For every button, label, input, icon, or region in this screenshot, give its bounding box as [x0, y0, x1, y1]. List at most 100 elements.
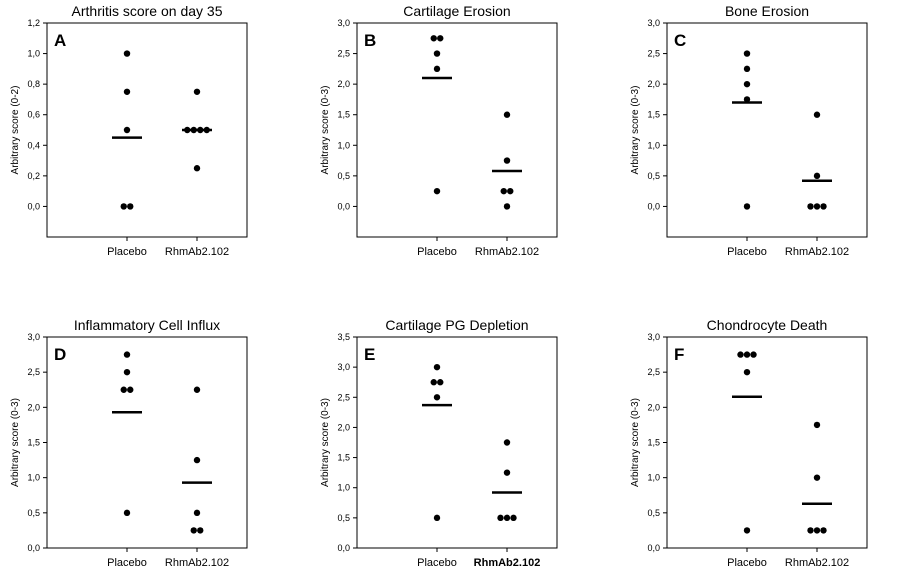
y-tick-label: 2,5 — [27, 367, 40, 377]
data-point — [743, 96, 751, 103]
y-tick-label: 2,0 — [337, 79, 350, 89]
data-point — [433, 514, 441, 522]
data-point — [120, 386, 127, 393]
data-point — [123, 509, 131, 517]
plot-frame — [356, 22, 558, 238]
y-tick-label: 0,2 — [27, 171, 40, 181]
y-tick-label: 1,0 — [27, 473, 40, 483]
y-tick-label: 3,5 — [337, 332, 350, 342]
data-point — [430, 379, 437, 386]
y-tick-label: 2,0 — [27, 402, 40, 412]
data-point — [123, 126, 131, 134]
chart-panel-d: Inflammatory Cell Influx D 0,0 0,5 1,0 1,5 2,0… — [10, 317, 248, 569]
y-tick-label: 0,0 — [27, 201, 40, 211]
data-point — [120, 203, 127, 210]
data-point — [807, 203, 814, 210]
y-tick-label: 1,5 — [647, 110, 660, 120]
plot-frame — [666, 336, 868, 549]
panel-letter: F — [674, 345, 684, 364]
data-point — [437, 35, 444, 42]
y-tick-label: 2,5 — [647, 367, 660, 377]
x-category-label: Placebo — [107, 246, 147, 258]
chart-title: Cartilage Erosion — [403, 3, 510, 19]
y-tick-label: 0,5 — [27, 508, 40, 518]
y-tick-label: 1,5 — [337, 110, 350, 120]
chart-panel-b: Cartilage Erosion B 0,0 0,5 1,0 1,5 2,0 2,5 3,0 A… — [320, 3, 558, 258]
data-point — [503, 203, 511, 210]
y-tick-label: 1,5 — [647, 438, 660, 448]
data-point — [750, 351, 757, 358]
chart-title: Bone Erosion — [725, 3, 809, 19]
y-tick-label: 1,2 — [27, 18, 40, 28]
y-tick-label: 1,0 — [337, 140, 350, 150]
data-point — [813, 474, 821, 481]
data-point — [433, 394, 441, 401]
y-tick-label: 3,0 — [647, 18, 660, 28]
y-tick-label: 0,5 — [647, 171, 660, 181]
data-point — [743, 203, 751, 210]
x-category-label: RhmAb2.102 — [474, 557, 541, 569]
data-point — [737, 351, 744, 358]
y-tick-label: 1,5 — [337, 453, 350, 463]
x-category-label: Placebo — [417, 557, 457, 569]
chart-panel-a: Arthritis score on day 35 A 0,0 0,2 0,4 0,6 0,… — [10, 3, 248, 258]
y-tick-label: 3,0 — [647, 332, 660, 342]
y-tick-label: 0,4 — [27, 140, 40, 150]
data-point — [433, 187, 441, 195]
chart-panel-f: Chondrocyte Death F 0,0 0,5 1,0 1,5 2,0 2,5 3,0 A… — [630, 317, 868, 569]
y-axis-label: Arbitrary score (0-3) — [10, 398, 21, 487]
y-tick-label: 0,5 — [337, 513, 350, 523]
data-point — [503, 439, 511, 446]
y-axis-label: Arbitrary score (0-3) — [630, 86, 641, 175]
y-tick-label: 0,5 — [647, 508, 660, 518]
panel-letter: B — [364, 31, 376, 50]
data-point — [813, 111, 821, 118]
y-tick-label: 1,0 — [647, 140, 660, 150]
y-tick-label: 1,0 — [27, 49, 40, 59]
chart-title: Chondrocyte Death — [707, 317, 828, 333]
chart-title: Cartilage PG Depletion — [385, 317, 528, 333]
x-category-label: Placebo — [107, 557, 147, 569]
chart-title: Arthritis score on day 35 — [72, 3, 223, 19]
y-tick-label: 2,5 — [647, 49, 660, 59]
data-point — [193, 509, 201, 517]
y-tick-label: 1,5 — [27, 438, 40, 448]
panel-letter: E — [364, 345, 375, 364]
y-tick-label: 0,5 — [337, 171, 350, 181]
data-point — [193, 88, 201, 95]
x-category-label: RhmAb2.102 — [165, 246, 229, 258]
data-point — [813, 172, 821, 180]
data-point — [437, 379, 444, 386]
y-tick-label: 2,5 — [337, 392, 350, 402]
chart-panel-c: Bone Erosion C 0,0 0,5 1,0 1,5 2,0 2,5 3,0 Arbitr… — [630, 3, 868, 258]
y-tick-label: 0,0 — [27, 543, 40, 553]
y-tick-label: 3,0 — [337, 18, 350, 28]
y-tick-label: 0,0 — [647, 543, 660, 553]
data-point — [503, 469, 511, 476]
x-category-label: Placebo — [417, 246, 457, 258]
y-tick-label: 2,0 — [337, 422, 350, 432]
y-tick-label: 2,5 — [337, 49, 350, 59]
y-axis-label: Arbitrary score (0-3) — [320, 86, 331, 175]
data-point — [433, 363, 441, 371]
data-point — [510, 514, 517, 522]
x-category-label: RhmAb2.102 — [785, 246, 849, 258]
y-tick-label: 0,0 — [647, 201, 660, 211]
x-category-label: Placebo — [727, 557, 767, 569]
data-point — [743, 80, 751, 88]
data-point — [500, 187, 507, 195]
y-tick-label: 0,0 — [337, 201, 350, 211]
data-point — [743, 368, 751, 376]
data-point — [820, 527, 827, 534]
data-point — [430, 35, 437, 42]
data-point — [813, 527, 821, 534]
data-point — [123, 368, 131, 376]
data-point — [123, 351, 131, 358]
y-axis-label: Arbitrary score (0-3) — [630, 398, 641, 487]
data-point — [127, 203, 134, 210]
data-point — [127, 386, 134, 393]
y-tick-label: 0,6 — [27, 110, 40, 120]
data-point — [197, 527, 204, 534]
data-point — [743, 65, 751, 73]
